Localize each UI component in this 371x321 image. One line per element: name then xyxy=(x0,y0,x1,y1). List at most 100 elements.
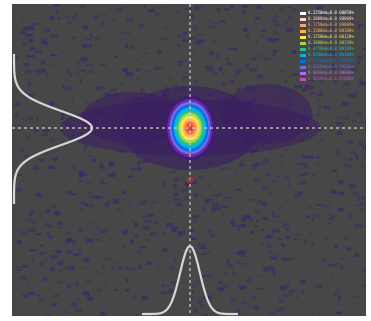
speckle xyxy=(199,275,207,278)
speckle xyxy=(278,161,284,164)
speckle xyxy=(242,10,246,15)
speckle xyxy=(126,17,134,22)
speckle xyxy=(152,7,155,10)
speckle xyxy=(80,4,86,9)
speckle xyxy=(100,313,107,316)
speckle xyxy=(125,32,130,35)
speckle xyxy=(82,25,88,30)
speckle xyxy=(284,149,288,151)
speckle xyxy=(89,195,93,198)
speckle xyxy=(182,39,190,42)
speckle xyxy=(71,15,76,20)
speckle xyxy=(249,68,257,72)
speckle xyxy=(22,26,29,31)
speckle xyxy=(177,60,184,63)
speckle xyxy=(48,235,53,239)
speckle xyxy=(362,25,366,28)
beam-profile-viewer[interactable]: 0.2250mm=0.0 00050% 0.2000mm=0.0 00060% 0.… xyxy=(12,4,366,316)
legend-label: 0.0500mm=0.0 00300% xyxy=(308,52,354,57)
speckle xyxy=(268,313,271,316)
speckle xyxy=(183,264,186,268)
speckle xyxy=(232,224,240,227)
speckle xyxy=(363,145,366,150)
speckle xyxy=(163,182,166,186)
legend-item: 0.0030mm=0.0 01000% xyxy=(300,76,360,82)
speckle xyxy=(253,178,260,181)
speckle xyxy=(249,198,256,201)
speckle xyxy=(162,232,166,234)
speckle xyxy=(177,232,183,237)
speckle xyxy=(256,5,262,9)
speckle xyxy=(330,276,334,279)
speckle xyxy=(181,31,187,35)
speckle xyxy=(61,84,65,88)
speckle xyxy=(38,158,44,162)
speckle xyxy=(352,191,359,196)
speckle xyxy=(97,289,101,293)
speckle xyxy=(343,163,350,167)
speckle xyxy=(265,218,269,221)
speckle xyxy=(221,81,227,86)
speckle xyxy=(36,233,41,236)
contour-legend: 0.2250mm=0.0 00050% 0.2000mm=0.0 00060% 0.… xyxy=(300,10,360,82)
speckle xyxy=(208,19,211,24)
speckle xyxy=(34,165,39,170)
speckle xyxy=(278,206,282,210)
beam-intensity-map[interactable] xyxy=(12,4,366,316)
speckle xyxy=(359,225,364,228)
speckle xyxy=(255,162,260,167)
speckle xyxy=(115,8,123,13)
speckle xyxy=(348,93,355,98)
speckle xyxy=(86,182,92,185)
speckle xyxy=(311,314,314,316)
speckle xyxy=(348,184,356,189)
speckle xyxy=(124,43,128,48)
speckle xyxy=(82,173,90,176)
speckle xyxy=(359,78,362,81)
speckle xyxy=(242,215,249,220)
speckle xyxy=(40,69,46,73)
speckle xyxy=(251,165,257,170)
speckle xyxy=(15,229,19,231)
speckle xyxy=(260,162,266,166)
speckle xyxy=(280,154,285,158)
speckle xyxy=(25,33,33,37)
speckle xyxy=(136,250,143,254)
speckle xyxy=(271,255,279,258)
speckle xyxy=(104,228,109,231)
speckle xyxy=(192,215,200,219)
legend-label: 0.1250mm=0.0 00120% xyxy=(308,34,354,39)
speckle xyxy=(365,128,366,133)
speckle xyxy=(178,62,182,67)
speckle xyxy=(292,50,295,53)
speckle xyxy=(352,21,359,24)
speckle xyxy=(259,274,263,277)
speckle xyxy=(29,46,35,51)
horizontal-profile-curve xyxy=(142,244,238,316)
speckle xyxy=(103,257,111,260)
speckle xyxy=(122,245,126,249)
speckle xyxy=(66,231,71,235)
speckle xyxy=(297,233,301,237)
speckle xyxy=(36,71,39,75)
speckle xyxy=(55,9,59,13)
speckle xyxy=(65,86,72,91)
speckle xyxy=(263,57,269,61)
speckle xyxy=(87,296,93,301)
speckle xyxy=(90,33,93,38)
speckle xyxy=(241,252,246,257)
speckle xyxy=(199,176,204,180)
speckle xyxy=(282,176,289,179)
speckle xyxy=(274,38,280,42)
speckle xyxy=(337,14,339,19)
speckle xyxy=(216,193,222,195)
speckle xyxy=(20,147,25,152)
speckle xyxy=(269,38,277,43)
speckle xyxy=(337,295,341,300)
speckle xyxy=(327,213,330,218)
beam-ring xyxy=(186,124,194,132)
speckle xyxy=(101,182,106,185)
speckle xyxy=(228,47,236,50)
speckle xyxy=(267,266,272,270)
